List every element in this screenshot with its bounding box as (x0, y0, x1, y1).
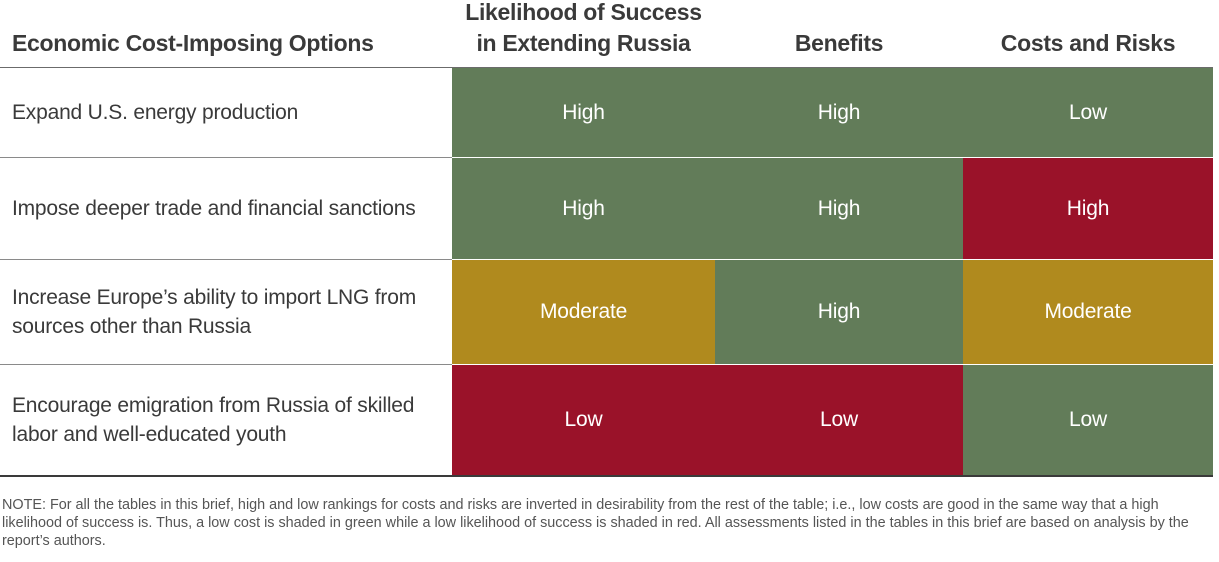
likelihood-cell: High (452, 158, 715, 259)
row-option-label: Impose deeper trade and financial sancti… (12, 197, 416, 220)
table-row: Increase Europe’s ability to import LNG … (0, 260, 1213, 364)
row-option-label: Encourage emigration from Russia of skil… (12, 394, 415, 446)
costs-cell: Low (963, 365, 1213, 475)
costs-cell: Low (963, 68, 1213, 157)
benefits-cell: High (715, 68, 963, 157)
costs-cell: High (963, 158, 1213, 259)
likelihood-cell: High (452, 68, 715, 157)
row-option-label: Increase Europe’s ability to import LNG … (12, 286, 416, 338)
table-row: Encourage emigration from Russia of skil… (0, 365, 1213, 475)
benefits-cell: High (715, 158, 963, 259)
likelihood-cell: Moderate (452, 260, 715, 364)
header-likelihood: Likelihood of Success in Extending Russi… (452, 0, 715, 59)
table-bottom-rule (0, 475, 1213, 477)
table-row: Expand U.S. energy production High High … (0, 68, 1213, 157)
table-note: NOTE: For all the tables in this brief, … (2, 497, 1189, 549)
header-likelihood-line1: Likelihood of Success (465, 0, 702, 25)
row-divider (0, 157, 452, 158)
row-divider (0, 259, 452, 260)
header-rule (0, 67, 1213, 68)
row-divider (0, 364, 452, 365)
benefits-cell: Low (715, 365, 963, 475)
header-costs: Costs and Risks (1000, 30, 1176, 56)
header-likelihood-line2: in Extending Russia (476, 30, 691, 56)
costs-cell: Moderate (963, 260, 1213, 364)
benefits-cell: High (715, 260, 963, 364)
header-benefits: Benefits (794, 30, 884, 56)
row-option-label: Expand U.S. energy production (12, 101, 299, 124)
header-options: Economic Cost-Imposing Options (12, 30, 374, 56)
table-header: Economic Cost-Imposing Options Likelihoo… (0, 0, 1213, 67)
likelihood-cell: Low (452, 365, 715, 475)
table-row: Impose deeper trade and financial sancti… (0, 158, 1213, 259)
